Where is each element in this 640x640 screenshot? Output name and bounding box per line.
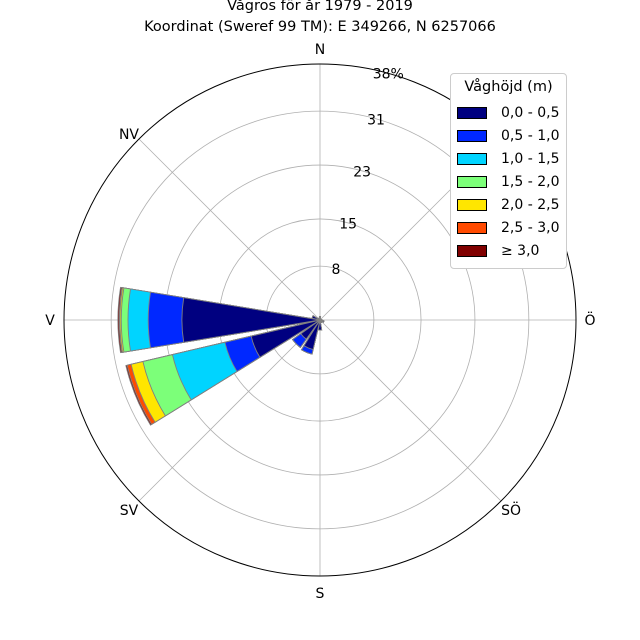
direction-label: NV: [119, 127, 139, 143]
grid-spoke: [138, 319, 321, 502]
sector-bar: [300, 319, 321, 340]
polar-frame: [63, 63, 577, 577]
radial-tick-label: 38%: [373, 67, 404, 83]
legend-swatch: [457, 245, 487, 257]
direction-label: Ö: [584, 311, 595, 329]
chart-title: Vågros för år 1979 - 2019: [227, 0, 413, 14]
direction-label: SV: [120, 503, 139, 519]
legend-swatch: [457, 130, 487, 142]
legend-swatch: [457, 176, 487, 188]
legend-item: 2,5 - 3,0: [457, 220, 559, 236]
legend-label: 0,5 - 1,0: [501, 128, 560, 144]
sector-bar: [317, 319, 323, 331]
grid-spoke: [138, 138, 321, 321]
legend-swatch: [457, 222, 487, 234]
sector-bar: [181, 297, 321, 343]
sector-bar: [318, 318, 321, 321]
sector-bar: [250, 319, 321, 358]
direction-label: SÖ: [501, 501, 521, 519]
legend: Våghöjd (m) 0,0 - 0,5 0,5 - 1,0 1,0 - 1,…: [450, 73, 567, 269]
radial-tick-label: 15: [339, 216, 357, 232]
legend-title: Våghöjd (m): [464, 79, 553, 95]
legend-label: 1,0 - 1,5: [501, 151, 560, 167]
legend-item: ≥ 3,0: [457, 243, 539, 259]
radial-tick-label: 23: [353, 164, 371, 180]
legend-item: 0,0 - 0,5: [457, 105, 559, 121]
legend-label: ≥ 3,0: [501, 243, 540, 259]
legend-label: 2,0 - 2,5: [501, 197, 560, 213]
legend-label: 1,5 - 2,0: [501, 174, 560, 190]
legend-label: 2,5 - 3,0: [501, 220, 560, 236]
grid-spoke: [319, 319, 502, 502]
sector-bar: [303, 319, 321, 351]
legend-item: 0,5 - 1,0: [457, 128, 559, 144]
legend-item: 1,0 - 1,5: [457, 151, 559, 167]
direction-label: V: [45, 313, 55, 329]
legend-swatch: [457, 153, 487, 165]
legend-swatch: [457, 107, 487, 119]
legend-item: 1,5 - 2,0: [457, 174, 559, 190]
direction-label: S: [316, 586, 325, 602]
legend-label: 0,0 - 0,5: [501, 105, 560, 121]
radial-tick-label: 8: [331, 262, 340, 278]
chart-subtitle: Koordinat (Sweref 99 TM): E 349266, N 62…: [144, 19, 496, 35]
legend-swatch: [457, 199, 487, 211]
legend-item: 2,0 - 2,5: [457, 197, 559, 213]
direction-label: N: [315, 42, 325, 58]
radial-tick-label: 31: [367, 112, 385, 128]
